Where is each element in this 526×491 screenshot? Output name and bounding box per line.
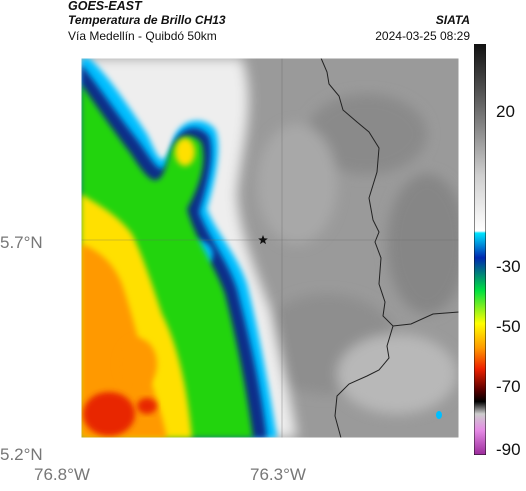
product-title: Temperatura de Brillo CH13 bbox=[68, 13, 226, 27]
satellite-map[interactable] bbox=[67, 44, 472, 455]
colorbar bbox=[474, 44, 486, 455]
colorbar-tick-minus50: -50 bbox=[496, 317, 521, 336]
small-cyan-spot bbox=[436, 411, 442, 419]
star-icon bbox=[258, 235, 268, 245]
cold-cloud-orange bbox=[81, 244, 167, 438]
timestamp-label: 2024-03-25 08:29 bbox=[375, 29, 470, 43]
admin-border bbox=[320, 58, 459, 327]
y-tick-5.2: 5.2°N bbox=[0, 445, 43, 464]
cold-cloud-red bbox=[83, 392, 135, 436]
colorbar-tick-minus90: -90 bbox=[496, 440, 521, 459]
region-subtitle: Vía Medellín - Quibdó 50km bbox=[68, 29, 217, 43]
gray-texture bbox=[257, 94, 459, 414]
colorbar-tick-minus30: -30 bbox=[496, 257, 521, 276]
y-tick-5.7: 5.7°N bbox=[0, 233, 43, 252]
x-tick-76.3: 76.3°W bbox=[250, 465, 306, 484]
colorbar-tick-minus70: -70 bbox=[496, 377, 521, 396]
x-tick-76.8: 76.8°W bbox=[34, 465, 90, 484]
brand-label: SIATA bbox=[435, 13, 470, 27]
satellite-title: GOES-EAST bbox=[68, 0, 142, 13]
colorbar-tick-20: 20 bbox=[496, 102, 515, 121]
admin-border-south bbox=[334, 325, 394, 438]
